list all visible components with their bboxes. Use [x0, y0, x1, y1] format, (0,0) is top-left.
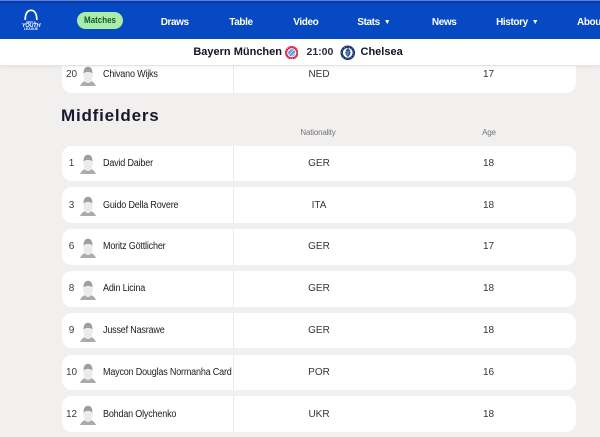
svg-text:LEAGUE: LEAGUE — [24, 27, 39, 31]
svg-text:UEFA ★: UEFA ★ — [26, 20, 37, 24]
svg-text:YOUTH: YOUTH — [22, 23, 42, 29]
